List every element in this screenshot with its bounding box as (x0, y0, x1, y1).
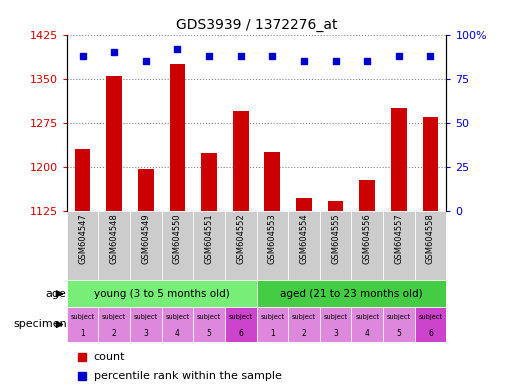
Title: GDS3939 / 1372276_at: GDS3939 / 1372276_at (176, 18, 337, 32)
Text: 2: 2 (302, 329, 306, 338)
Bar (391, 108, 407, 211)
Bar (296, 198, 312, 211)
Text: aged (21 to 23 months old): aged (21 to 23 months old) (280, 289, 423, 299)
Text: age: age (46, 289, 67, 299)
Text: 4: 4 (175, 329, 180, 338)
Text: subject: subject (102, 314, 126, 320)
Bar (225, 307, 256, 342)
Bar (98, 307, 130, 342)
Text: 5: 5 (397, 329, 401, 338)
Bar (193, 211, 225, 280)
Text: subject: subject (229, 314, 253, 320)
Bar (423, 117, 439, 211)
Text: GSM604555: GSM604555 (331, 213, 340, 264)
Bar (320, 211, 351, 280)
Text: GSM604552: GSM604552 (236, 213, 245, 264)
Text: subject: subject (70, 314, 94, 320)
Text: subject: subject (292, 314, 316, 320)
Text: 3: 3 (333, 329, 338, 338)
Bar (328, 200, 344, 211)
Text: specimen: specimen (13, 319, 67, 329)
Bar (74, 149, 90, 211)
Text: subject: subject (419, 314, 443, 320)
Text: GSM604558: GSM604558 (426, 213, 435, 264)
Text: 2: 2 (112, 329, 116, 338)
Text: subject: subject (165, 314, 189, 320)
Bar (256, 211, 288, 280)
Text: GSM604548: GSM604548 (110, 213, 119, 264)
Bar (130, 211, 162, 280)
Bar (383, 307, 415, 342)
Text: GSM604556: GSM604556 (363, 213, 372, 264)
Text: percentile rank within the sample: percentile rank within the sample (94, 371, 282, 381)
Bar (225, 211, 256, 280)
Text: subject: subject (355, 314, 379, 320)
Bar (351, 211, 383, 280)
Text: young (3 to 5 months old): young (3 to 5 months old) (94, 289, 229, 299)
Text: GSM604549: GSM604549 (141, 213, 150, 264)
Text: subject: subject (134, 314, 158, 320)
Bar (67, 211, 98, 280)
Bar (288, 307, 320, 342)
Text: subject: subject (260, 314, 284, 320)
Bar (288, 211, 320, 280)
Bar (169, 64, 185, 211)
Bar (359, 180, 375, 211)
Bar (320, 307, 351, 342)
Text: GSM604557: GSM604557 (394, 213, 403, 264)
Text: subject: subject (197, 314, 221, 320)
Text: 6: 6 (238, 329, 243, 338)
Bar (264, 152, 280, 211)
Text: 5: 5 (207, 329, 211, 338)
Bar (351, 307, 383, 342)
Bar (67, 307, 98, 342)
Text: GSM604551: GSM604551 (205, 213, 213, 264)
Bar (415, 211, 446, 280)
Bar (383, 211, 415, 280)
Bar (162, 307, 193, 342)
Bar (256, 280, 446, 307)
Text: 6: 6 (428, 329, 433, 338)
Bar (138, 169, 154, 211)
Bar (256, 307, 288, 342)
Bar (193, 307, 225, 342)
Text: 4: 4 (365, 329, 370, 338)
Text: subject: subject (324, 314, 348, 320)
Text: subject: subject (387, 314, 411, 320)
Bar (201, 154, 217, 211)
Text: 1: 1 (270, 329, 274, 338)
Text: GSM604547: GSM604547 (78, 213, 87, 264)
Text: count: count (94, 352, 125, 362)
Bar (67, 280, 256, 307)
Text: GSM604553: GSM604553 (268, 213, 277, 264)
Bar (233, 111, 249, 211)
Bar (162, 211, 193, 280)
Text: 1: 1 (80, 329, 85, 338)
Text: GSM604554: GSM604554 (300, 213, 308, 264)
Bar (106, 76, 122, 211)
Bar (130, 307, 162, 342)
Bar (98, 211, 130, 280)
Text: GSM604550: GSM604550 (173, 213, 182, 264)
Bar (415, 307, 446, 342)
Text: 3: 3 (143, 329, 148, 338)
